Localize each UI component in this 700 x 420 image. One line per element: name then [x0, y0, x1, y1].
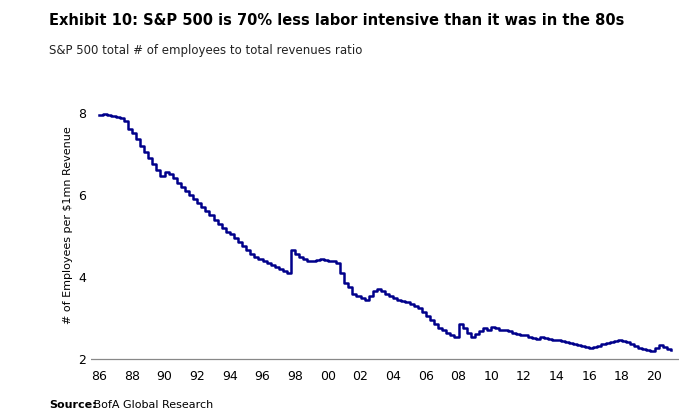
Text: S&P 500 total # of employees to total revenues ratio: S&P 500 total # of employees to total re…	[49, 44, 363, 57]
Text: Exhibit 10: S&P 500 is 70% less labor intensive than it was in the 80s: Exhibit 10: S&P 500 is 70% less labor in…	[49, 13, 624, 28]
Y-axis label: # of Employees per $1mn Revenue: # of Employees per $1mn Revenue	[62, 126, 73, 323]
Text: BofA Global Research: BofA Global Research	[90, 399, 213, 409]
Text: Source:: Source:	[49, 399, 97, 409]
